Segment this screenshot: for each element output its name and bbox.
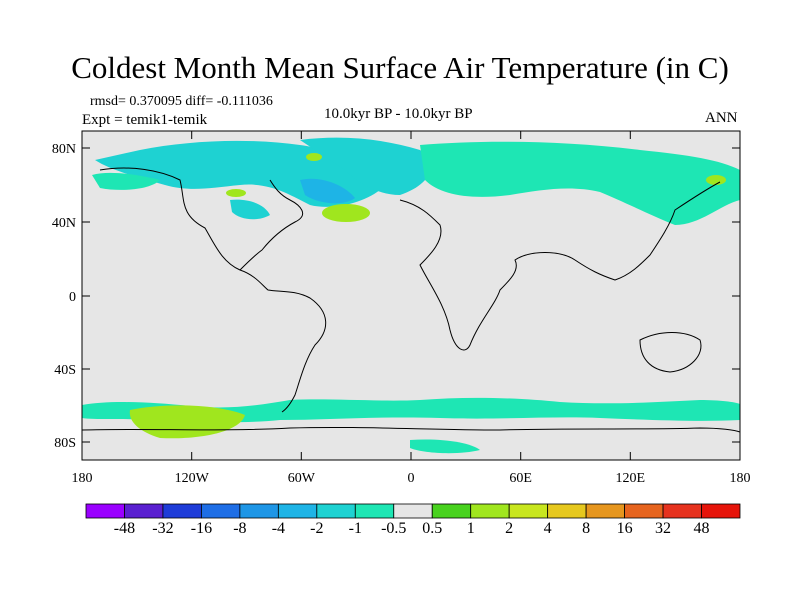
colorbar-swatch	[277, 503, 318, 519]
colorbar-swatch	[431, 503, 472, 519]
atlantic-warm-patch	[322, 204, 370, 222]
longitude-axis: 180 120W 60W 0 60E 120E 180	[72, 131, 751, 486]
alaska-shading	[92, 172, 160, 190]
colorbar-label: 4	[544, 520, 552, 537]
labrador-shading	[230, 199, 270, 220]
colorbar-swatch	[701, 503, 741, 519]
warm-patch-east	[706, 175, 726, 185]
colorbar-label: 0.5	[422, 520, 442, 537]
colorbar-swatch	[585, 503, 625, 519]
coastlines	[82, 167, 740, 433]
colorbar-swatch	[239, 503, 279, 519]
colorbar-label: -48	[114, 520, 135, 537]
colorbar-swatch	[162, 503, 202, 519]
colorbar-label: -0.5	[381, 520, 406, 537]
colorbar-label: 16	[617, 520, 633, 537]
colorbar-swatch	[547, 503, 587, 519]
lon-tick-label: 180	[730, 471, 751, 486]
colorbar-label: -1	[349, 520, 362, 537]
lat-tick-label: 40N	[52, 216, 76, 231]
colorbar-swatch	[393, 503, 433, 519]
colorbar-label: -8	[233, 520, 246, 537]
colorbar-label: 48	[694, 520, 710, 537]
americas-west-coast	[99, 167, 327, 413]
experiment-label: Expt = temik1-temik	[82, 112, 208, 128]
lon-tick-label: 60E	[509, 471, 532, 486]
colorbar-label: -4	[272, 520, 285, 537]
colorbar: -48 -32 -16 -8 -4 -2 -1 -0.5 0.5 1 2 4 8 16 32 48	[85, 503, 741, 537]
latitude-axis: 80N 40N 0 40S 80S	[52, 142, 740, 451]
colorbar-swatch	[124, 503, 164, 519]
lon-tick-label: 0	[408, 471, 415, 486]
southern-ocean-shading	[82, 397, 740, 423]
lon-tick-label: 60W	[288, 471, 316, 486]
colorbar-label: 2	[505, 520, 513, 537]
colorbar-label: 32	[655, 520, 671, 537]
period-label: 10.0kyr BP - 10.0kyr BP	[324, 106, 473, 122]
colorbar-swatch	[662, 503, 702, 519]
stats-label: rmsd= 0.370095 diff= -0.111036	[90, 94, 273, 109]
lon-tick-label: 120E	[616, 471, 646, 486]
lat-tick-label: 40S	[54, 363, 76, 378]
colorbar-label: 1	[467, 520, 475, 537]
lat-tick-label: 80S	[54, 436, 76, 451]
colorbar-swatch	[85, 503, 125, 519]
antarctic-cyan-patch	[410, 439, 480, 454]
lon-tick-label: 180	[72, 471, 93, 486]
colorbar-swatch	[624, 503, 664, 519]
australia-coast	[639, 332, 702, 373]
lat-tick-label: 80N	[52, 142, 76, 157]
north-america-east-coast	[239, 179, 304, 271]
lat-tick-label: 0	[69, 290, 76, 305]
antarctica-coast	[82, 426, 740, 433]
eurasia-shading	[420, 141, 740, 225]
colorbar-swatch	[316, 503, 356, 519]
warm-patch-west	[226, 189, 246, 197]
colorbar-label: -32	[152, 520, 173, 537]
chart-title: Coldest Month Mean Surface Air Temperatu…	[71, 50, 729, 85]
colorbar-swatch	[470, 503, 510, 519]
colorbar-label: -16	[191, 520, 212, 537]
colorbar-swatch	[354, 503, 395, 519]
eurasia-africa-coast	[399, 181, 721, 351]
colorbar-swatch	[508, 503, 549, 519]
north-atlantic-shading	[300, 178, 355, 204]
colorbar-label: 8	[582, 520, 590, 537]
season-label: ANN	[705, 110, 738, 126]
lon-tick-label: 120W	[175, 471, 210, 486]
colorbar-swatch	[201, 503, 241, 519]
warm-patch-arctic	[306, 153, 322, 161]
colorbar-label: -2	[310, 520, 323, 537]
greenland-shading	[300, 137, 431, 195]
